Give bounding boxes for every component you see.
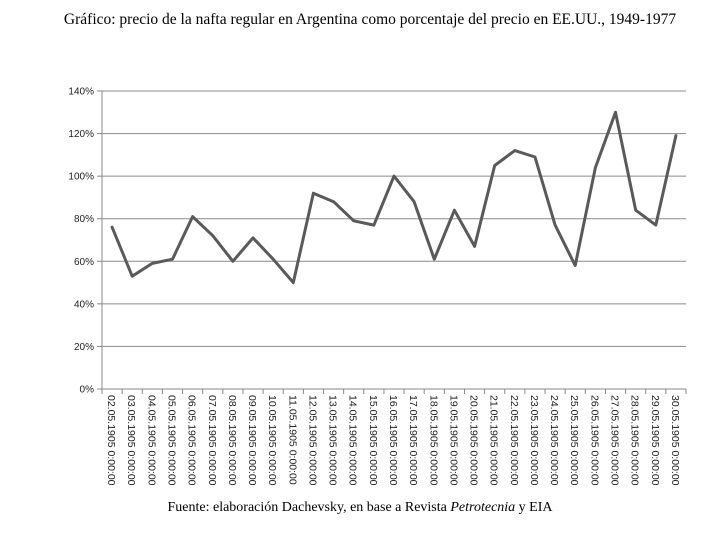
x-tick-label: 21.05.1905 0:00:00 [488,395,500,486]
x-tick-label: 14.05.1905 0:00:00 [347,395,359,486]
data-point [191,215,194,218]
data-point [574,264,577,267]
data-point [171,257,174,261]
y-tick-label: 120% [68,129,94,140]
x-tick-label: 04.05.1905 0:00:00 [145,395,157,486]
data-point [594,166,597,169]
data-point [110,226,114,229]
data-point [493,164,496,167]
x-tick-label: 16.05.1905 0:00:00 [387,395,399,486]
x-tick-label: 11.05.1905 0:00:00 [286,395,298,485]
data-point [292,281,295,284]
source-note: Fuente: elaboración Dachevsky, en base a… [0,500,720,516]
data-point [433,257,436,261]
y-tick-label: 60% [74,257,94,268]
x-tick-label: 28.05.1905 0:00:00 [629,395,641,486]
x-tick-label: 30.05.1905 0:00:00 [669,395,681,486]
x-tick-label: 20.05.1905 0:00:00 [468,395,480,486]
x-tick-label: 02.05.1905 0:00:00 [105,395,117,486]
x-tick-label: 07.05.1905 0:00:00 [206,395,218,486]
x-tick-label: 17.05.1905 0:00:00 [407,395,419,486]
data-point [131,274,134,278]
y-tick-label: 0% [80,385,95,396]
y-tick-label: 80% [74,214,94,225]
data-point [412,200,416,203]
data-point [211,234,214,237]
x-tick-label: 10.05.1905 0:00:00 [266,395,278,486]
data-point [453,209,456,212]
y-tick-label: 100% [68,172,94,183]
data-point [352,219,355,223]
x-tick-label: 18.05.1905 0:00:00 [427,395,439,486]
data-point [654,223,657,227]
x-tick-label: 12.05.1905 0:00:00 [306,395,318,486]
data-point [513,149,517,152]
source-italic: Petrotecnia [450,500,516,515]
data-point [533,155,537,159]
series-line [110,110,678,285]
x-tick-label: 24.05.1905 0:00:00 [548,395,560,486]
gridlines [102,90,686,390]
x-tick-labels: 02.05.1905 0:00:00 03.05.1905 0:00:00 04.0… [105,395,681,486]
x-tick-label: 06.05.1905 0:00:00 [186,395,198,486]
axes [97,90,687,394]
x-tick-label: 05.05.1905 0:00:00 [165,395,177,486]
data-point [231,260,235,263]
data-point [614,111,617,114]
x-tick-label: 03.05.1905 0:00:00 [125,395,137,486]
data-point [372,223,376,227]
data-point [251,236,255,240]
x-tick-label: 25.05.1905 0:00:00 [568,395,580,486]
source-suffix: y EIA [515,500,553,515]
y-tick-labels: 0% 20% 40% 60% 80% 100% 120% 140% [68,87,94,396]
data-point [332,200,335,203]
data-point [392,174,396,178]
data-point [553,223,557,227]
data-point [634,209,637,212]
data-point [151,262,154,265]
x-tick-label: 29.05.1905 0:00:00 [649,395,661,486]
x-tick-label: 09.05.1905 0:00:00 [246,395,258,486]
x-tick-label: 13.05.1905 0:00:00 [327,395,339,486]
x-tick-label: 23.05.1905 0:00:00 [528,395,540,486]
x-tick-label: 22.05.1905 0:00:00 [508,395,520,486]
y-tick-label: 20% [74,342,94,353]
data-point [312,191,315,195]
x-tick-label: 19.05.1905 0:00:00 [447,395,459,486]
y-tick-label: 40% [74,299,94,310]
data-point [674,134,678,137]
source-prefix: Fuente: elaboración Dachevsky, en base a… [167,500,451,515]
data-point [271,257,275,261]
series [110,110,678,285]
y-tick-label: 140% [68,87,94,98]
x-tick-label: 15.05.1905 0:00:00 [367,395,379,486]
data-point [473,245,476,248]
x-tick-label: 27.05.1905 0:00:00 [609,395,621,486]
x-tick-label: 08.05.1905 0:00:00 [226,395,238,486]
x-tick-label: 26.05.1905 0:00:00 [588,395,600,486]
chart-title: Gráfico: precio de la nafta regular en A… [63,11,677,28]
